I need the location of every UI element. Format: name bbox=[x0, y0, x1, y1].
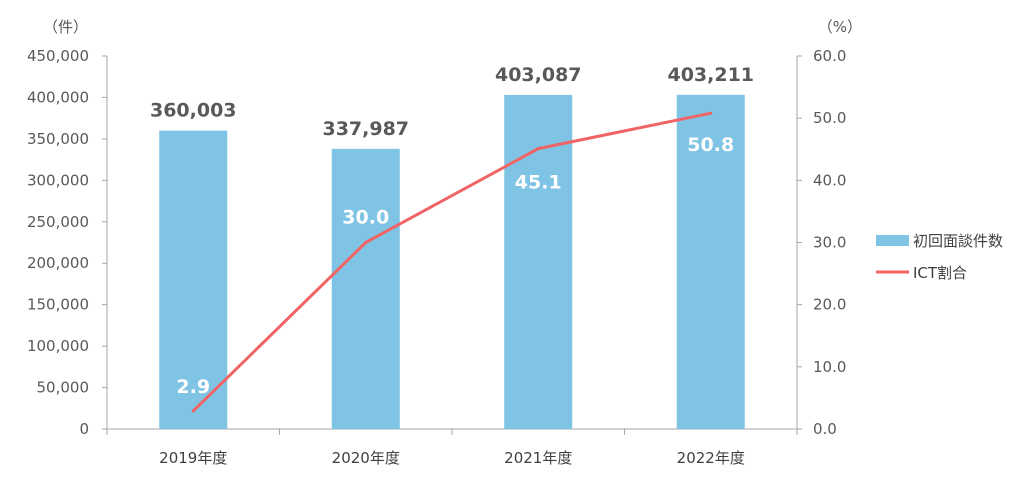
category-label: 2020年度 bbox=[332, 449, 400, 467]
bar-value-label: 403,087 bbox=[495, 64, 582, 86]
legend-swatch-bar bbox=[876, 235, 909, 246]
right-tick-label: 50.0 bbox=[813, 109, 846, 127]
legend: 初回面談件数 ICT割合 bbox=[876, 232, 1003, 282]
left-axis-unit: （件） bbox=[43, 18, 88, 36]
bar-value-label: 403,211 bbox=[667, 64, 754, 86]
line-point bbox=[191, 409, 195, 413]
line-value-label: 30.0 bbox=[342, 207, 389, 229]
left-tick-label: 150,000 bbox=[27, 296, 89, 314]
left-tick-label: 250,000 bbox=[27, 213, 89, 231]
line-point bbox=[536, 147, 540, 151]
left-axis-ticks: 0 50,000 100,000 150,000 200,000 250,000 300,0… bbox=[27, 47, 107, 438]
line-value-label: 45.1 bbox=[515, 172, 562, 194]
left-tick-label: 100,000 bbox=[27, 337, 89, 355]
left-tick-label: 50,000 bbox=[37, 379, 90, 397]
right-tick-label: 60.0 bbox=[813, 47, 846, 65]
category-label: 2021年度 bbox=[504, 449, 572, 467]
left-tick-label: 450,000 bbox=[27, 47, 89, 65]
right-tick-label: 10.0 bbox=[813, 358, 846, 376]
left-tick-label: 350,000 bbox=[27, 130, 89, 148]
right-tick-label: 20.0 bbox=[813, 296, 846, 314]
left-tick-label: 400,000 bbox=[27, 88, 89, 106]
bar bbox=[331, 148, 400, 430]
line-value-label: 2.9 bbox=[176, 376, 210, 398]
left-tick-label: 300,000 bbox=[27, 171, 89, 189]
category-label: 2022年度 bbox=[677, 449, 745, 467]
bar bbox=[159, 130, 228, 429]
ict-ratio-line bbox=[192, 111, 712, 413]
bar bbox=[676, 94, 745, 429]
right-tick-label: 0.0 bbox=[813, 420, 837, 438]
bar-value-label: 337,987 bbox=[322, 118, 409, 140]
line-series bbox=[191, 111, 713, 413]
line-value-label: 50.8 bbox=[687, 134, 734, 156]
right-axis-ticks: 0.0 10.0 20.0 30.0 40.0 50.0 60.0 bbox=[797, 47, 846, 438]
legend-label-bar: 初回面談件数 bbox=[913, 232, 1003, 250]
line-point bbox=[364, 241, 368, 244]
right-tick-label: 40.0 bbox=[813, 171, 846, 189]
line-point bbox=[709, 111, 713, 115]
right-axis-unit: （%） bbox=[818, 18, 862, 36]
bar-data-labels: 360,003 337,987 403,087 403,211 bbox=[150, 64, 754, 140]
bar-value-label: 360,003 bbox=[150, 100, 237, 122]
left-tick-label: 200,000 bbox=[27, 254, 89, 272]
right-tick-label: 30.0 bbox=[813, 234, 846, 252]
legend-label-line: ICT割合 bbox=[913, 264, 967, 282]
line-data-labels: 2.9 30.0 45.1 50.8 bbox=[176, 134, 734, 398]
left-tick-label: 0 bbox=[79, 420, 89, 438]
bar-series bbox=[159, 94, 745, 430]
bar bbox=[504, 94, 573, 429]
category-labels: 2019年度 2020年度 2021年度 2022年度 bbox=[159, 449, 745, 467]
category-label: 2019年度 bbox=[159, 449, 227, 467]
